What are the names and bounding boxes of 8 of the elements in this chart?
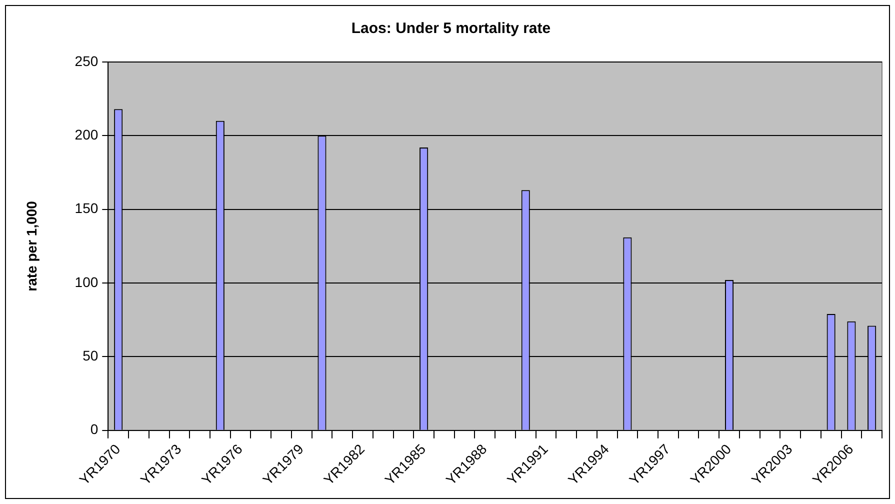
chart-title: Laos: Under 5 mortality rate xyxy=(351,20,551,38)
y-tick-label: 100 xyxy=(74,274,98,290)
y-tick-label: 200 xyxy=(74,126,98,143)
y-tick-label: 150 xyxy=(74,200,98,216)
y-axis-title: rate per 1,000 xyxy=(23,200,40,292)
y-tick-label: 250 xyxy=(74,52,98,69)
y-tick-label: 50 xyxy=(82,348,98,364)
y-tick-label: 0 xyxy=(90,421,98,438)
